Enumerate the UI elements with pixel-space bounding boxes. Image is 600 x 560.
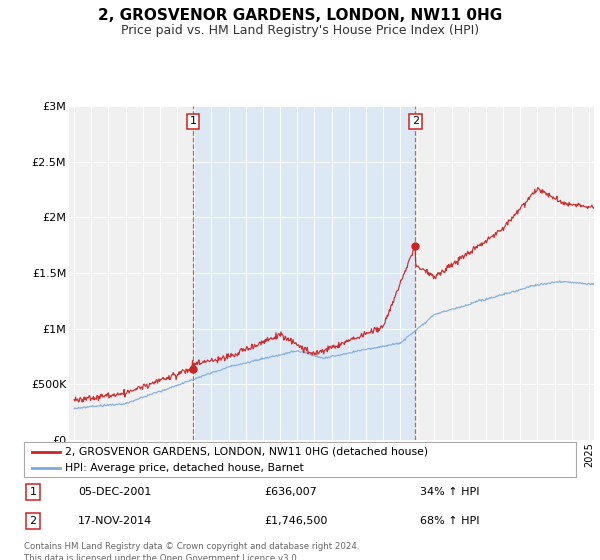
- Text: £1,746,500: £1,746,500: [264, 516, 328, 526]
- Text: HPI: Average price, detached house, Barnet: HPI: Average price, detached house, Barn…: [65, 463, 304, 473]
- Bar: [193, 106, 415, 440]
- Text: Price paid vs. HM Land Registry's House Price Index (HPI): Price paid vs. HM Land Registry's House …: [121, 24, 479, 36]
- Text: 2: 2: [412, 116, 419, 127]
- Text: 17-NOV-2014: 17-NOV-2014: [78, 516, 152, 526]
- Text: 2, GROSVENOR GARDENS, LONDON, NW11 0HG: 2, GROSVENOR GARDENS, LONDON, NW11 0HG: [98, 8, 502, 24]
- Text: 34% ↑ HPI: 34% ↑ HPI: [420, 487, 479, 497]
- Text: 05-DEC-2001: 05-DEC-2001: [78, 487, 151, 497]
- Text: Contains HM Land Registry data © Crown copyright and database right 2024.
This d: Contains HM Land Registry data © Crown c…: [24, 542, 359, 560]
- Text: 1: 1: [29, 487, 37, 497]
- Text: 2, GROSVENOR GARDENS, LONDON, NW11 0HG (detached house): 2, GROSVENOR GARDENS, LONDON, NW11 0HG (…: [65, 447, 428, 457]
- Text: 1: 1: [190, 116, 196, 127]
- Text: 2: 2: [29, 516, 37, 526]
- Text: 68% ↑ HPI: 68% ↑ HPI: [420, 516, 479, 526]
- Text: £636,007: £636,007: [264, 487, 317, 497]
